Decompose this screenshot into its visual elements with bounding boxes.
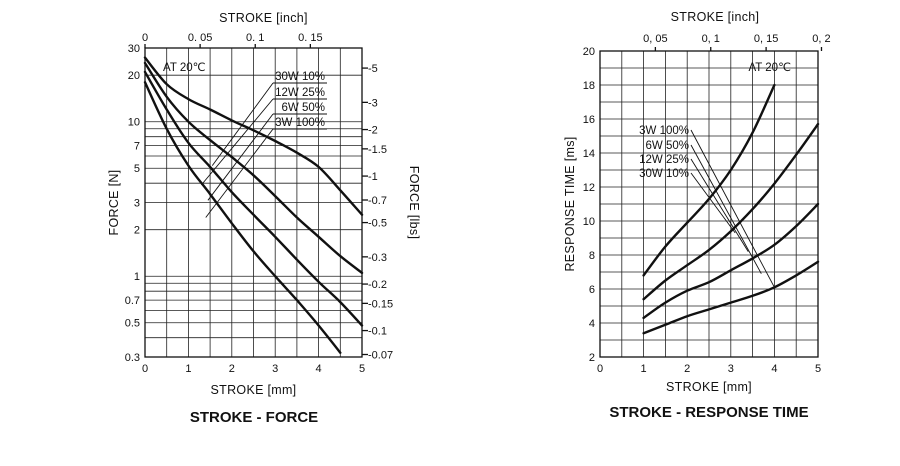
response-series-line <box>642 83 776 277</box>
force-y2-tick-label: -0.07 <box>368 350 393 362</box>
force-y2-axis-label: FORCE [lbs] <box>407 166 421 239</box>
response-legend-leader <box>690 158 749 252</box>
force-y-tick-label: 0.7 <box>125 295 140 307</box>
response-legend-label: 6W 50% <box>646 140 689 152</box>
force-x-tick-label: 1 <box>185 363 191 375</box>
force-y-tick-label: 20 <box>128 70 140 82</box>
force-chart-title: STROKE - FORCE <box>190 409 318 426</box>
force-x2-tick-label: 0. 05 <box>188 32 212 44</box>
force-y-tick-label: 7 <box>134 141 140 153</box>
response-y-tick-label: 6 <box>589 284 595 296</box>
force-x2-axis-label: STROKE [inch] <box>219 11 308 25</box>
force-y-tick-label: 2 <box>134 225 140 237</box>
response-legend-leader <box>690 172 736 234</box>
force-x-tick-label: 3 <box>272 363 278 375</box>
force-legend-label: 30W 10% <box>275 71 325 83</box>
force-y2-tick-label: -0.3 <box>368 252 387 264</box>
force-y2-tick-label: -0.1 <box>368 326 387 338</box>
force-legend-leader <box>205 128 274 218</box>
response-x-tick-label: 1 <box>641 363 647 375</box>
force-y2-tick-label: -1 <box>368 171 378 183</box>
response-series-line <box>642 202 820 320</box>
force-x-tick-label: 4 <box>316 363 322 375</box>
response-y-tick-label: 20 <box>583 46 595 58</box>
force-series-line <box>143 61 364 275</box>
response-x2-axis-label: STROKE [inch] <box>671 10 760 24</box>
response-chart-title: STROKE - RESPONSE TIME <box>609 404 808 421</box>
force-x-axis-label: STROKE [mm] <box>211 383 297 397</box>
response-x2-tick-label: 0, 15 <box>754 33 778 45</box>
force-y-axis-label: FORCE [N] <box>107 170 121 236</box>
force-y2-tick-label: -0.7 <box>368 195 387 207</box>
force-y2-tick-label: -0.15 <box>368 298 393 310</box>
force-legend-leader <box>207 113 274 201</box>
response-y-axis-label: RESPONSE TIME [ms] <box>563 136 577 271</box>
response-x2-tick-label: 0, 2 <box>812 33 830 45</box>
force-series-line <box>143 70 364 327</box>
response-x-axis-label: STROKE [mm] <box>666 380 752 394</box>
force-series-line <box>143 56 364 216</box>
force-legend-leader <box>211 82 274 166</box>
force-y-tick-label: 30 <box>128 43 140 55</box>
force-legend-label: 6W 50% <box>282 102 325 114</box>
response-y-tick-label: 16 <box>583 114 595 126</box>
response-legend-label: 3W 100% <box>639 125 689 137</box>
force-x2-tick-label: 0. 1 <box>246 32 264 44</box>
response-y-tick-label: 8 <box>589 250 595 262</box>
response-legend-leader <box>690 144 762 274</box>
force-series-line <box>143 81 342 354</box>
force-temperature-note: AT 20℃ <box>163 62 206 74</box>
force-legend-leader <box>201 98 274 186</box>
response-x-tick-label: 4 <box>771 363 777 375</box>
response-legend-label: 12W 25% <box>639 154 689 166</box>
force-y-tick-label: 5 <box>134 163 140 175</box>
response-temperature-note: AT 20℃ <box>748 62 791 74</box>
response-series-line <box>642 122 820 301</box>
response-y-tick-label: 2 <box>589 352 595 364</box>
force-y2-tick-label: -0.2 <box>368 279 387 291</box>
response-legend-leader <box>690 129 775 288</box>
response-x2-tick-label: 0, 1 <box>702 33 720 45</box>
force-x2-tick-label: 0 <box>142 32 148 44</box>
response-x2-tick-label: 0, 05 <box>643 33 667 45</box>
response-y-tick-label: 4 <box>589 318 595 330</box>
force-y2-tick-label: -3 <box>368 97 378 109</box>
force-y2-tick-label: -5 <box>368 63 378 75</box>
response-legend-label: 30W 10% <box>639 168 689 180</box>
force-y-tick-label: 0.5 <box>125 318 140 330</box>
force-x-tick-label: 5 <box>359 363 365 375</box>
response-y-tick-label: 14 <box>583 148 595 160</box>
force-y-tick-label: 1 <box>134 271 140 283</box>
response-x-tick-label: 0 <box>597 363 603 375</box>
response-y-tick-label: 18 <box>583 80 595 92</box>
force-plot-frame <box>144 47 363 358</box>
response-y-tick-label: 10 <box>583 216 595 228</box>
response-x-tick-label: 2 <box>684 363 690 375</box>
force-y2-tick-label: -0.5 <box>368 218 387 230</box>
force-y-tick-label: 0.3 <box>125 352 140 364</box>
response-x-tick-label: 3 <box>728 363 734 375</box>
force-y-tick-label: 10 <box>128 117 140 129</box>
force-legend-label: 3W 100% <box>275 117 325 129</box>
force-y-tick-label: 3 <box>134 198 140 210</box>
response-x-tick-label: 5 <box>815 363 821 375</box>
response-series-line <box>642 260 820 335</box>
force-legend-label: 12W 25% <box>275 87 325 99</box>
force-y2-tick-label: -2 <box>368 125 378 137</box>
force-x2-tick-label: 0. 15 <box>298 32 322 44</box>
force-x-tick-label: 2 <box>229 363 235 375</box>
force-x-tick-label: 0 <box>142 363 148 375</box>
response-y-tick-label: 12 <box>583 182 595 194</box>
force-y2-tick-label: -1.5 <box>368 144 387 156</box>
